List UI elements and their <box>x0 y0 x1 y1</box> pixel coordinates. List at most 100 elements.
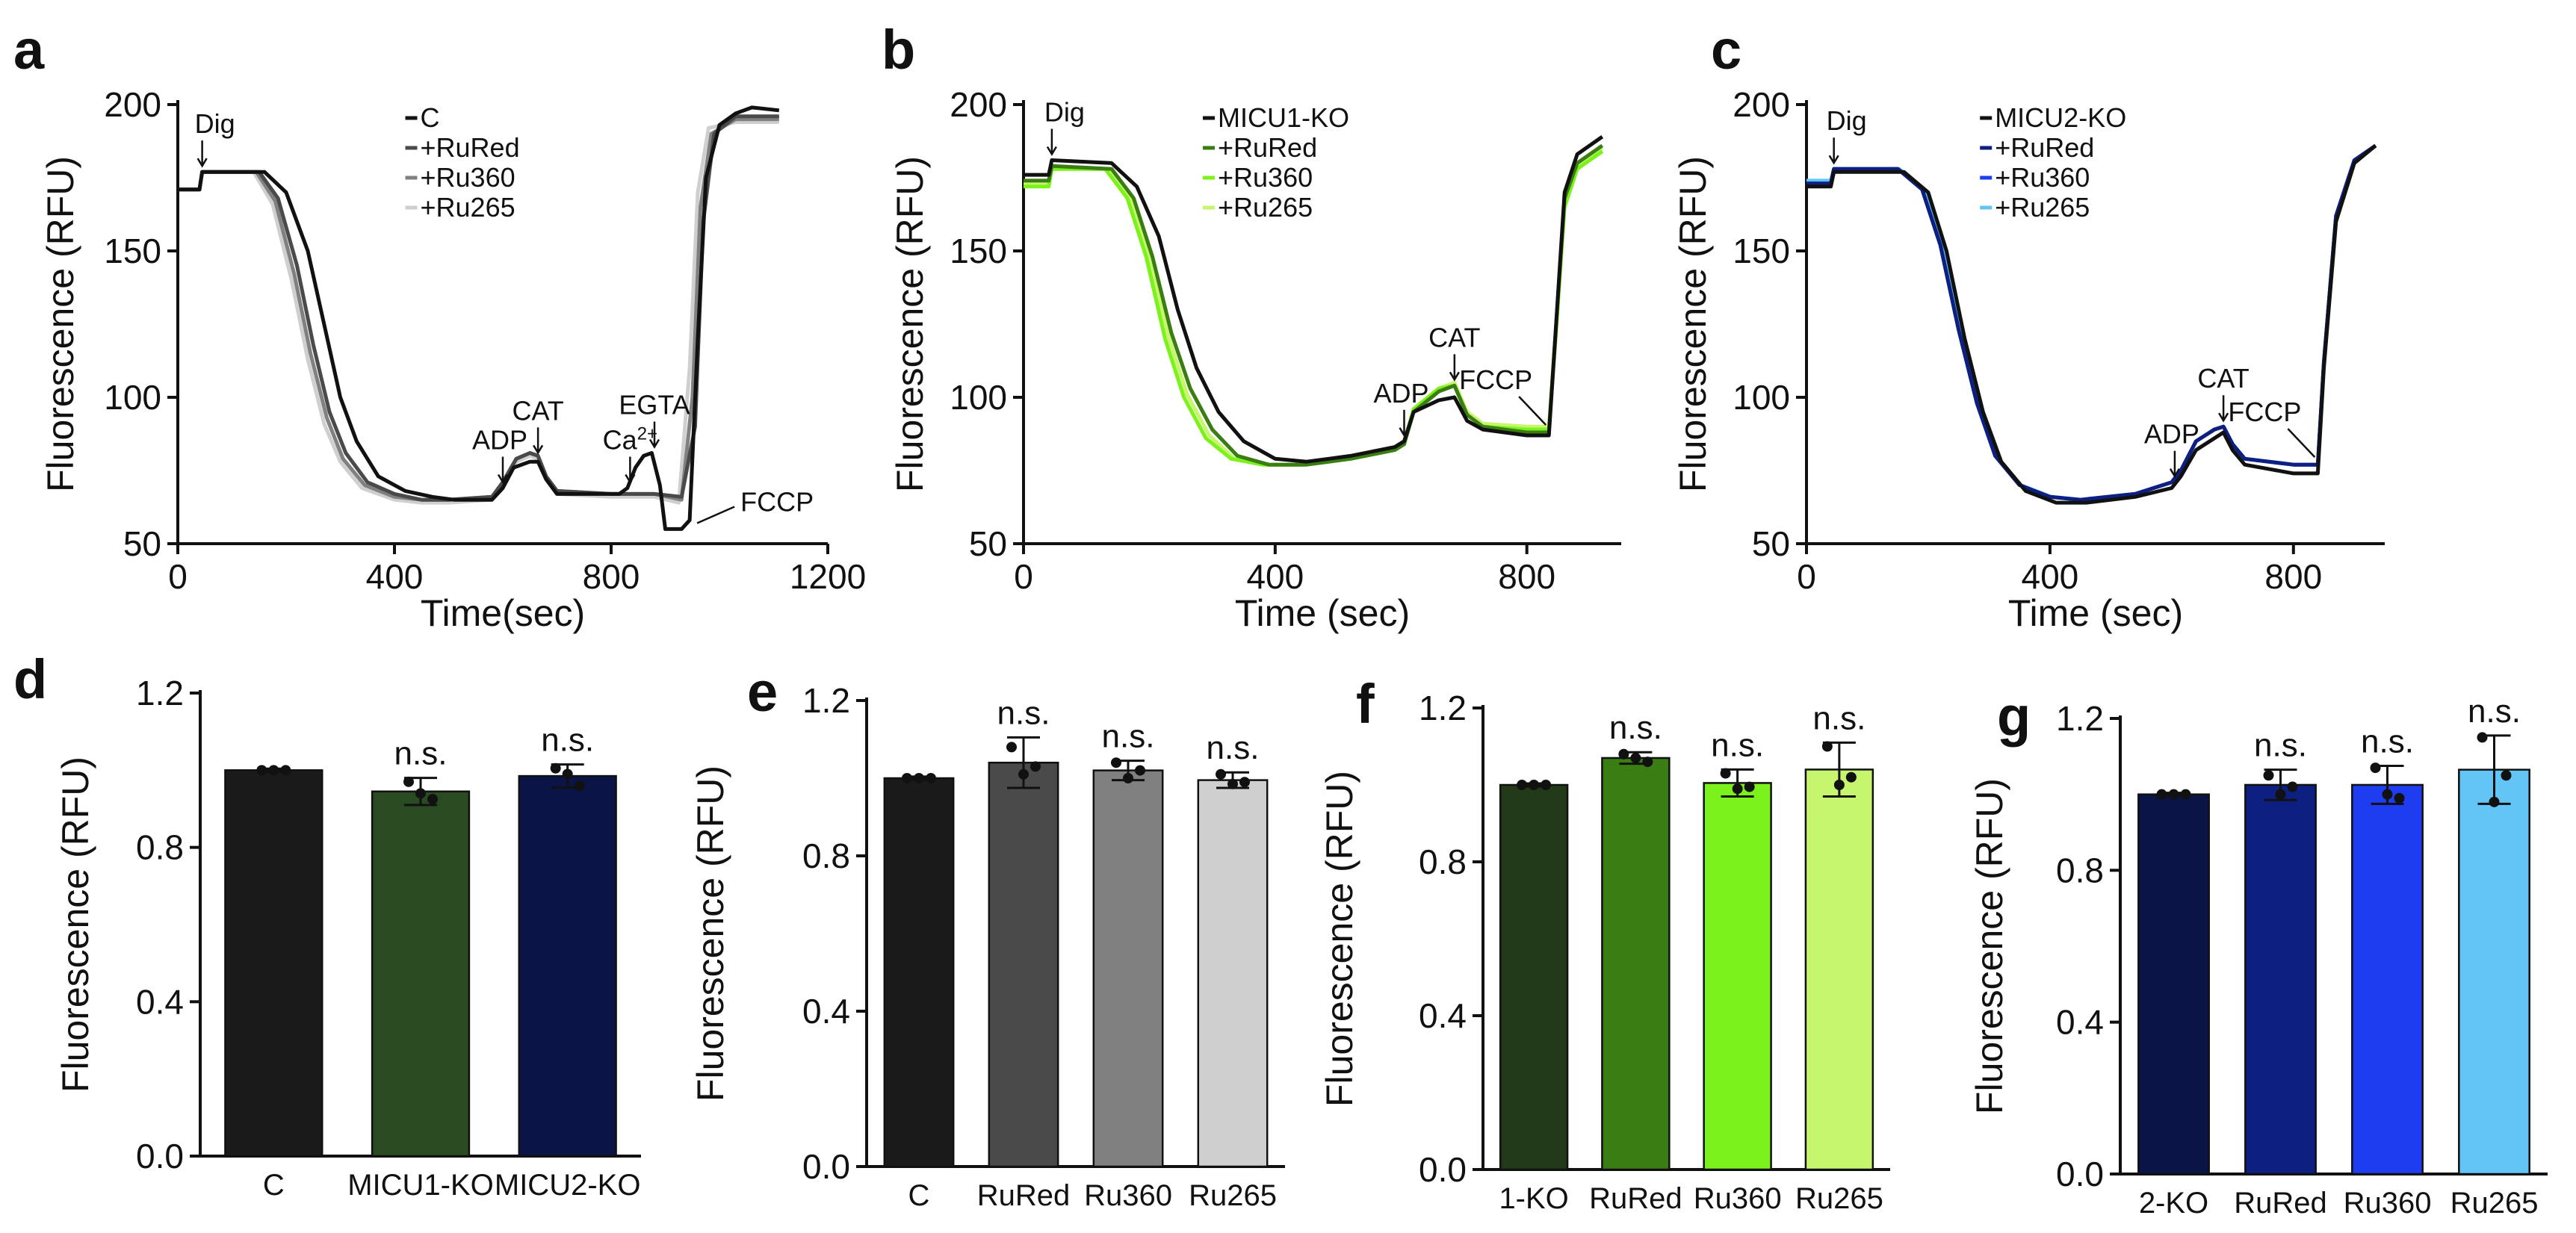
series-line-rured <box>1806 143 2377 502</box>
significance-label: n.s. <box>1207 730 1260 766</box>
data-point <box>1821 741 1833 752</box>
bar-ru360 <box>2351 783 2424 1175</box>
data-point <box>2168 789 2179 800</box>
y-axis-title: Fluorescence (RFU) <box>55 757 96 1093</box>
x-tick-label: 0 <box>1797 557 1816 596</box>
bar-micu2-ko <box>518 774 617 1158</box>
category-label: C <box>908 1179 930 1212</box>
bar-rured <box>1601 757 1671 1171</box>
data-point <box>550 763 561 774</box>
y-axis-title: Fluorescence (RFU) <box>1319 771 1360 1107</box>
x-axis-title: Time (sec) <box>2008 592 2183 634</box>
series-line-rured <box>178 114 779 502</box>
significance-label: n.s. <box>1609 709 1662 746</box>
annotation-arrow <box>1518 396 1547 426</box>
category-label: MICU1-KO <box>347 1169 494 1202</box>
x-tick-label: 0 <box>168 557 188 596</box>
data-point <box>1018 768 1029 780</box>
legend-label: +RuRed <box>1218 132 1317 163</box>
y-tick-label: 0.4 <box>136 982 184 1021</box>
panel-f-bar-chart: f 0.0 0.4 0.8 1.2 Fluorescence (RFU) 1-KO n.s. R… <box>1319 673 1890 1215</box>
data-point <box>427 794 438 805</box>
category-label: Ru360 <box>1084 1179 1172 1212</box>
data-point <box>1833 780 1845 790</box>
legend-label: +RuRed <box>421 132 520 163</box>
data-point <box>2287 781 2298 792</box>
data-point <box>2501 770 2512 781</box>
series-line-micu2ko <box>1806 143 2377 505</box>
annotation-arrowhead <box>1449 371 1460 382</box>
panel-letter: g <box>1997 686 2031 748</box>
data-point <box>1030 761 1041 772</box>
data-point <box>1216 768 1226 780</box>
data-point <box>1135 765 1145 776</box>
bar-1-ko <box>1499 783 1569 1171</box>
bar-ru360 <box>1092 769 1164 1168</box>
annotation-arrowhead <box>1828 155 1839 165</box>
legend-label: +RuRed <box>1995 132 2094 163</box>
data-point <box>1720 768 1731 779</box>
significance-label: n.s. <box>541 722 594 759</box>
y-tick-label: 1.2 <box>2056 699 2104 738</box>
annotation-label: CAT <box>2197 363 2249 394</box>
data-point <box>2477 732 2488 743</box>
data-point <box>256 765 267 776</box>
significance-label: n.s. <box>997 695 1050 731</box>
annotation-label: Dig <box>1827 105 1867 136</box>
legend-label: MICU1-KO <box>1218 102 1349 133</box>
annotation-arrowhead <box>1046 146 1057 156</box>
y-tick-label: 0.8 <box>2056 851 2104 889</box>
significance-label: n.s. <box>394 736 448 772</box>
data-point <box>268 765 279 776</box>
x-tick-label: 400 <box>2022 557 2079 596</box>
significance-label: n.s. <box>1711 727 1764 763</box>
data-point <box>574 780 585 791</box>
annotation-label: ADP <box>472 425 527 456</box>
series-line-ru265 <box>1024 146 1604 467</box>
panel-e-bar-chart: e 0.0 0.4 0.8 1.2 Fluorescence (RFU) Cn.s. RuRe… <box>690 661 1285 1212</box>
annotation-arrowhead <box>625 473 636 484</box>
annotation-label: FCCP <box>1459 364 1532 395</box>
y-tick-label: 1.2 <box>1419 689 1467 727</box>
bar-c <box>883 777 955 1168</box>
annotation-label: FCCP <box>740 486 814 517</box>
category-label: RuRed <box>1589 1182 1682 1215</box>
category-label: RuRed <box>977 1179 1071 1212</box>
panel-b-line-chart: b 50 100 150 200 0 400 800 Time (sec) Fluorescenc… <box>882 19 1621 634</box>
x-tick-label: 800 <box>2264 557 2322 596</box>
x-tick-label: 800 <box>1498 557 1555 596</box>
annotation-arrowhead <box>533 444 544 455</box>
panel-letter: b <box>882 19 915 81</box>
y-tick-label: 0.4 <box>1419 996 1467 1035</box>
x-axis-title: Time(sec) <box>421 592 585 634</box>
y-tick-label: 0.8 <box>1419 842 1467 881</box>
category-label: 2-KO <box>2139 1187 2208 1220</box>
y-tick-label: 150 <box>1733 232 1790 270</box>
annotation-arrowhead <box>2169 468 2180 479</box>
significance-label: n.s. <box>2254 727 2307 764</box>
data-point <box>2382 789 2393 800</box>
legend-label: +Ru265 <box>421 192 515 223</box>
annotation-label: EGTA <box>619 389 690 420</box>
category-label: 1-KO <box>1499 1182 1568 1215</box>
y-axis-title: Fluorescence (RFU) <box>889 156 931 492</box>
annotation-arrowhead <box>196 158 208 168</box>
y-tick-label: 50 <box>123 524 161 563</box>
category-label: Ru360 <box>2344 1187 2432 1220</box>
data-point <box>1618 748 1629 760</box>
y-tick-label: 200 <box>1733 85 1790 124</box>
category-label: Ru265 <box>1189 1179 1277 1212</box>
data-point <box>2180 789 2191 800</box>
data-point <box>280 765 291 776</box>
y-tick-label: 0.0 <box>2056 1155 2104 1193</box>
panel-letter: c <box>1711 19 1741 81</box>
legend-label: C <box>421 102 440 133</box>
data-point <box>2263 770 2274 781</box>
y-tick-label: 100 <box>950 378 1007 417</box>
bar-micu1-ko <box>371 790 471 1158</box>
annotation-label: Dig <box>195 108 235 139</box>
y-tick-label: 0.0 <box>802 1147 850 1186</box>
annotation-arrow <box>2287 428 2316 459</box>
annotation-label: Dig <box>1044 96 1085 127</box>
